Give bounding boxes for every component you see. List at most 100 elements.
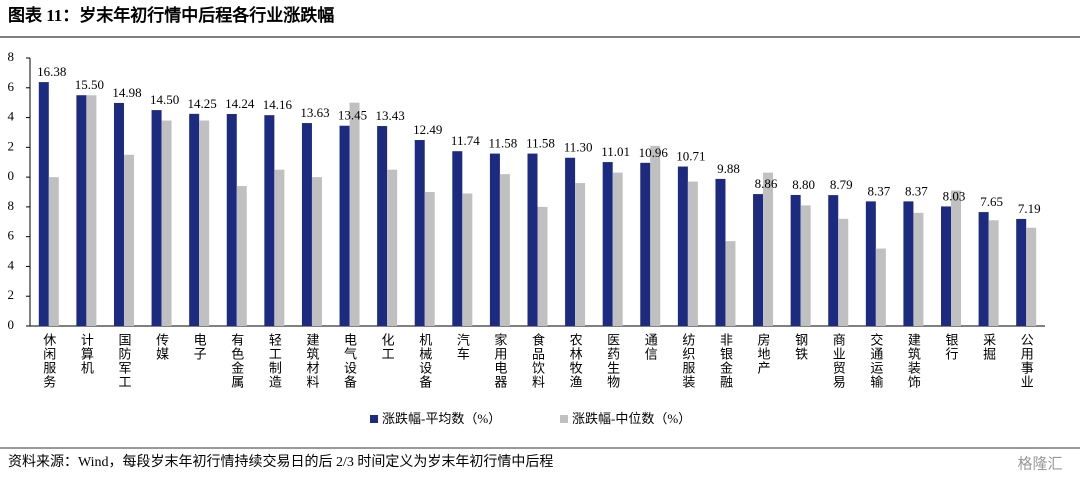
source-note: 资料来源：Wind，每段岁末年初行情持续交易日的后 2/3 时间定义为岁末年初行… bbox=[8, 453, 553, 470]
bar bbox=[602, 162, 613, 326]
bar bbox=[339, 125, 350, 326]
x-tick-label: 非银金融 bbox=[718, 333, 733, 389]
y-tick-label: 6 bbox=[8, 79, 15, 94]
bar bbox=[199, 120, 210, 327]
x-tick-label: 家用电器 bbox=[492, 332, 507, 389]
x-tick-label: 医药生物 bbox=[605, 333, 620, 389]
y-tick-label: 4 bbox=[8, 109, 15, 124]
data-label: 13.63 bbox=[300, 105, 329, 120]
bar bbox=[414, 140, 425, 326]
data-label: 10.96 bbox=[639, 145, 669, 160]
bar bbox=[274, 169, 285, 326]
data-label: 15.50 bbox=[75, 77, 104, 92]
y-tick-label: 2 bbox=[8, 287, 15, 302]
data-label: 7.65 bbox=[980, 194, 1003, 209]
bar bbox=[575, 183, 586, 326]
bar bbox=[650, 145, 661, 326]
bar bbox=[753, 194, 764, 326]
bar bbox=[612, 172, 623, 326]
data-label: 7.19 bbox=[1018, 201, 1041, 216]
bar bbox=[189, 113, 200, 326]
data-label: 8.79 bbox=[830, 177, 853, 192]
data-label: 14.25 bbox=[188, 96, 217, 111]
x-tick-label: 轻工制造 bbox=[267, 333, 282, 389]
bar bbox=[988, 220, 999, 326]
bar bbox=[349, 102, 360, 327]
bar bbox=[527, 153, 538, 326]
bar bbox=[951, 190, 962, 326]
y-tick-label: 0 bbox=[8, 317, 15, 332]
x-tick-label: 农林牧渔 bbox=[568, 333, 583, 389]
bar bbox=[790, 194, 801, 326]
x-tick-label: 汽车 bbox=[455, 333, 470, 361]
bar bbox=[48, 177, 59, 326]
x-tick-label: 通信 bbox=[643, 333, 658, 361]
data-label: 14.16 bbox=[263, 97, 293, 112]
x-tick-label: 建筑材料 bbox=[304, 333, 319, 389]
x-tick-label: 钢铁 bbox=[793, 333, 808, 361]
data-label: 11.30 bbox=[564, 140, 593, 155]
data-label: 11.58 bbox=[489, 136, 518, 151]
y-tick-label: 0 bbox=[8, 168, 15, 183]
bar bbox=[113, 102, 124, 326]
bar bbox=[236, 186, 247, 326]
bar bbox=[301, 123, 312, 326]
y-tick-label: 2 bbox=[8, 138, 15, 153]
bar bbox=[76, 95, 87, 326]
x-tick-label: 化工 bbox=[380, 333, 395, 361]
bar bbox=[725, 241, 736, 326]
bar bbox=[499, 174, 510, 326]
data-label: 8.80 bbox=[792, 177, 815, 192]
x-tick-label: 食品饮料 bbox=[530, 332, 545, 389]
data-label: 11.58 bbox=[526, 136, 555, 151]
bar bbox=[875, 248, 886, 326]
bar bbox=[38, 82, 49, 327]
data-label: 14.50 bbox=[150, 92, 179, 107]
bar bbox=[978, 212, 989, 326]
data-label: 8.37 bbox=[905, 183, 928, 198]
bar bbox=[151, 110, 162, 326]
x-tick-label: 休闲服务 bbox=[41, 333, 56, 389]
legend-label: 涨跌幅-中位数（%） bbox=[572, 411, 691, 426]
bar bbox=[1026, 227, 1037, 326]
bar bbox=[424, 192, 435, 326]
x-tick-label: 房地产 bbox=[756, 332, 771, 375]
bar bbox=[715, 178, 726, 326]
y-tick-label: 8 bbox=[8, 198, 15, 213]
legend-label: 涨跌幅-平均数（%） bbox=[382, 411, 501, 426]
bar bbox=[1016, 218, 1027, 326]
x-tick-label: 国防军工 bbox=[116, 333, 131, 389]
x-tick-label: 电子 bbox=[192, 333, 207, 361]
x-tick-label: 商业贸易 bbox=[831, 333, 846, 389]
x-tick-label: 电气设备 bbox=[342, 333, 357, 389]
x-tick-label: 纺织服装 bbox=[680, 333, 695, 389]
bar bbox=[828, 195, 839, 326]
data-label: 13.45 bbox=[338, 108, 367, 123]
legend-swatch bbox=[370, 415, 378, 423]
data-label: 8.37 bbox=[867, 183, 890, 198]
bar bbox=[800, 205, 811, 326]
x-tick-label: 交通运输 bbox=[868, 332, 883, 389]
data-label: 11.01 bbox=[601, 144, 630, 159]
bar bbox=[264, 115, 275, 326]
bar bbox=[311, 177, 322, 326]
bar bbox=[489, 153, 500, 326]
y-tick-label: 4 bbox=[8, 257, 15, 272]
data-label: 13.43 bbox=[376, 108, 405, 123]
x-tick-label: 计算机 bbox=[79, 333, 94, 375]
bar bbox=[452, 151, 463, 326]
watermark: 格隆汇 bbox=[1017, 455, 1062, 472]
data-label: 8.86 bbox=[755, 176, 778, 191]
x-tick-label: 银行 bbox=[944, 333, 959, 361]
bar bbox=[677, 166, 688, 326]
x-tick-label: 公用事业 bbox=[1019, 333, 1034, 389]
data-label: 11.74 bbox=[451, 133, 480, 148]
bar bbox=[913, 212, 924, 326]
data-label: 10.71 bbox=[676, 149, 705, 164]
bar bbox=[377, 126, 388, 326]
x-tick-label: 采掘 bbox=[981, 333, 996, 361]
data-label: 14.24 bbox=[225, 96, 255, 111]
data-label: 16.38 bbox=[37, 64, 66, 79]
bar bbox=[387, 169, 398, 326]
